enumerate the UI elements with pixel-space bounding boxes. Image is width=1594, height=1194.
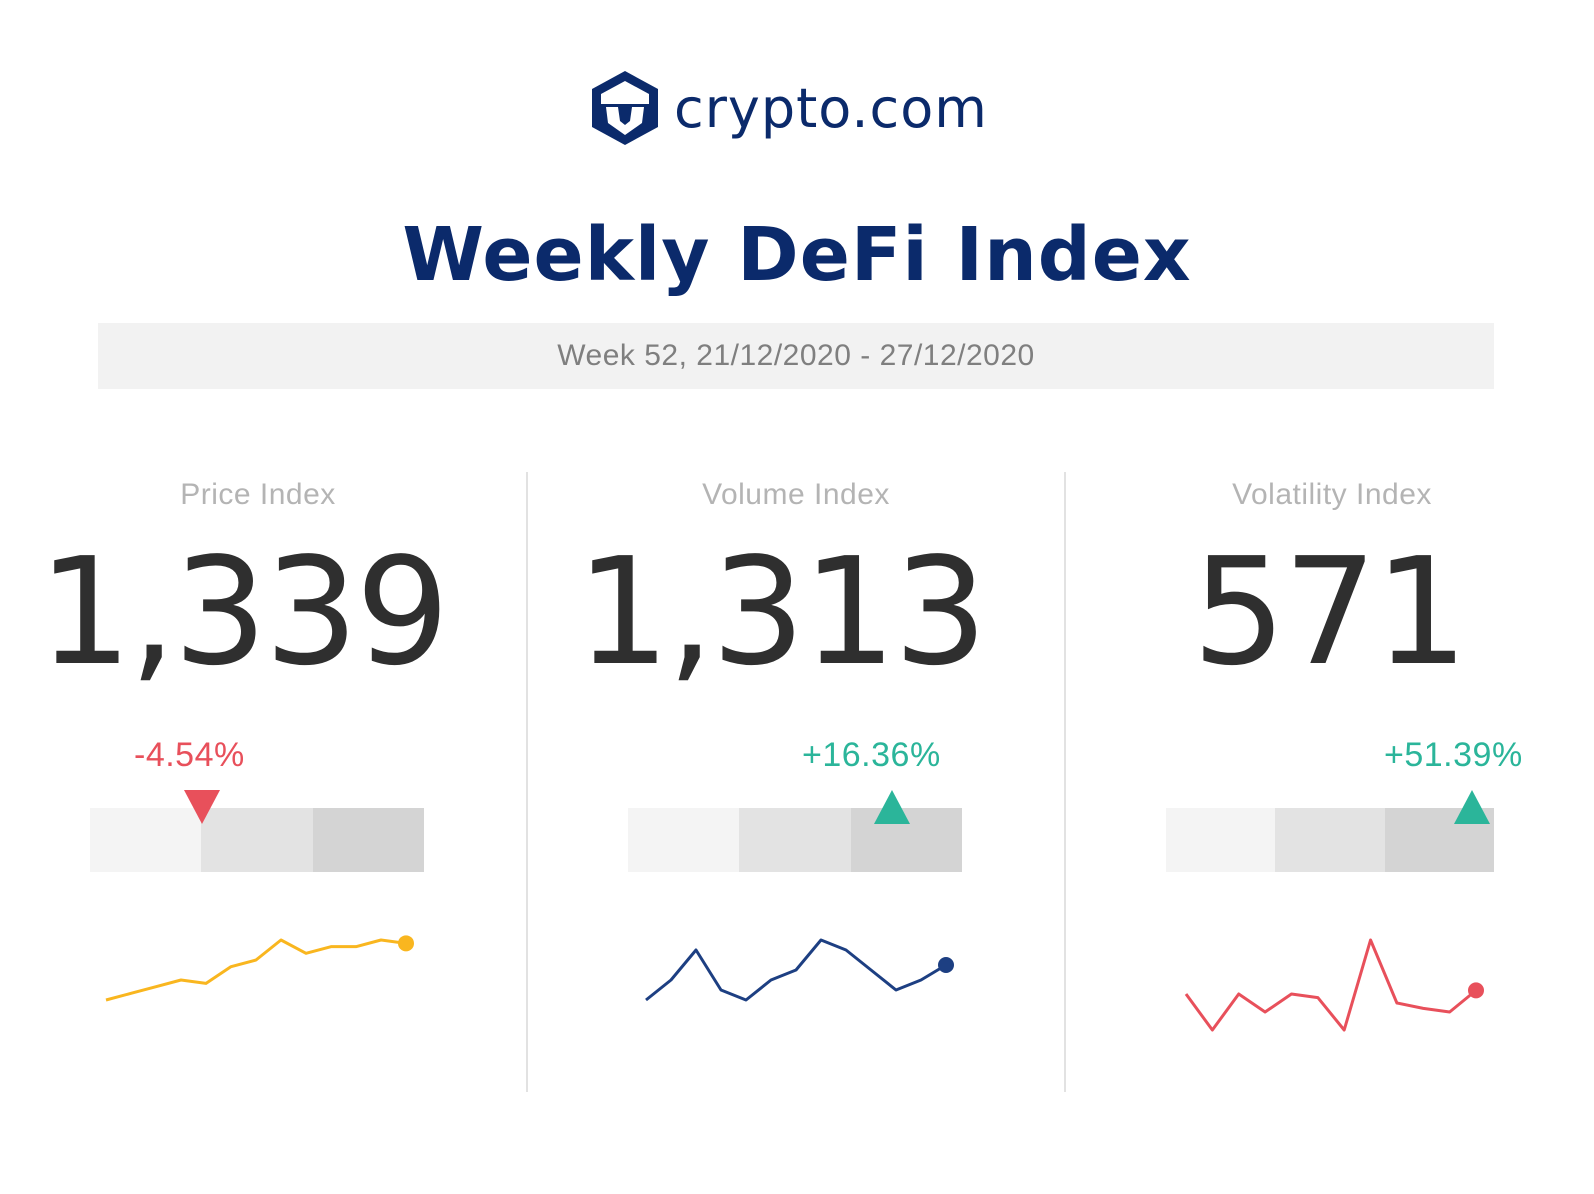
volatility-index-scale [1166, 808, 1494, 872]
volatility-index-value: 571 [1192, 526, 1468, 698]
price-index-scale [90, 808, 424, 872]
volume-index-label: Volume Index [702, 478, 890, 511]
date-range: Week 52, 21/12/2020 - 27/12/2020 [98, 323, 1494, 389]
scale-low [628, 808, 740, 872]
brand-name: crypto.com [674, 76, 988, 140]
sparkline-latest-point [938, 957, 954, 973]
price-index-value: 1,339 [38, 526, 450, 698]
price-index-label: Price Index [180, 478, 336, 511]
sparkline-series-line [645, 938, 947, 1002]
sparkline-series-line [1184, 938, 1477, 1032]
sparkline-latest-point [398, 935, 414, 952]
sparkline-series-line [105, 938, 407, 1002]
page-title: Weekly DeFi Index [402, 212, 1192, 298]
sparkline-latest-point [1468, 982, 1484, 999]
volume-index-change: +16.36% [802, 736, 941, 774]
column-divider [526, 472, 528, 1092]
scale-low [90, 808, 202, 872]
volume-sparkline [645, 938, 954, 1002]
scale-mid [201, 808, 313, 872]
scale-mid [1275, 808, 1385, 872]
scale-high [312, 808, 424, 872]
volatility-index-label: Volatility Index [1232, 478, 1432, 511]
scale-mid [739, 808, 851, 872]
volume-index-value: 1,313 [576, 526, 988, 698]
price-sparkline [105, 935, 414, 1002]
price-index-change: -4.54% [134, 736, 245, 774]
scale-low [1166, 808, 1276, 872]
volatility-sparkline [1184, 938, 1484, 1032]
up-arrow-icon [874, 790, 910, 824]
column-divider [1064, 472, 1066, 1092]
up-arrow-icon [1454, 790, 1490, 824]
volatility-index-change: +51.39% [1384, 736, 1523, 774]
volume-index-scale [628, 808, 962, 872]
brand-header: crypto.com [590, 66, 988, 150]
lion-shield-icon [592, 71, 658, 145]
down-arrow-icon [184, 790, 220, 824]
